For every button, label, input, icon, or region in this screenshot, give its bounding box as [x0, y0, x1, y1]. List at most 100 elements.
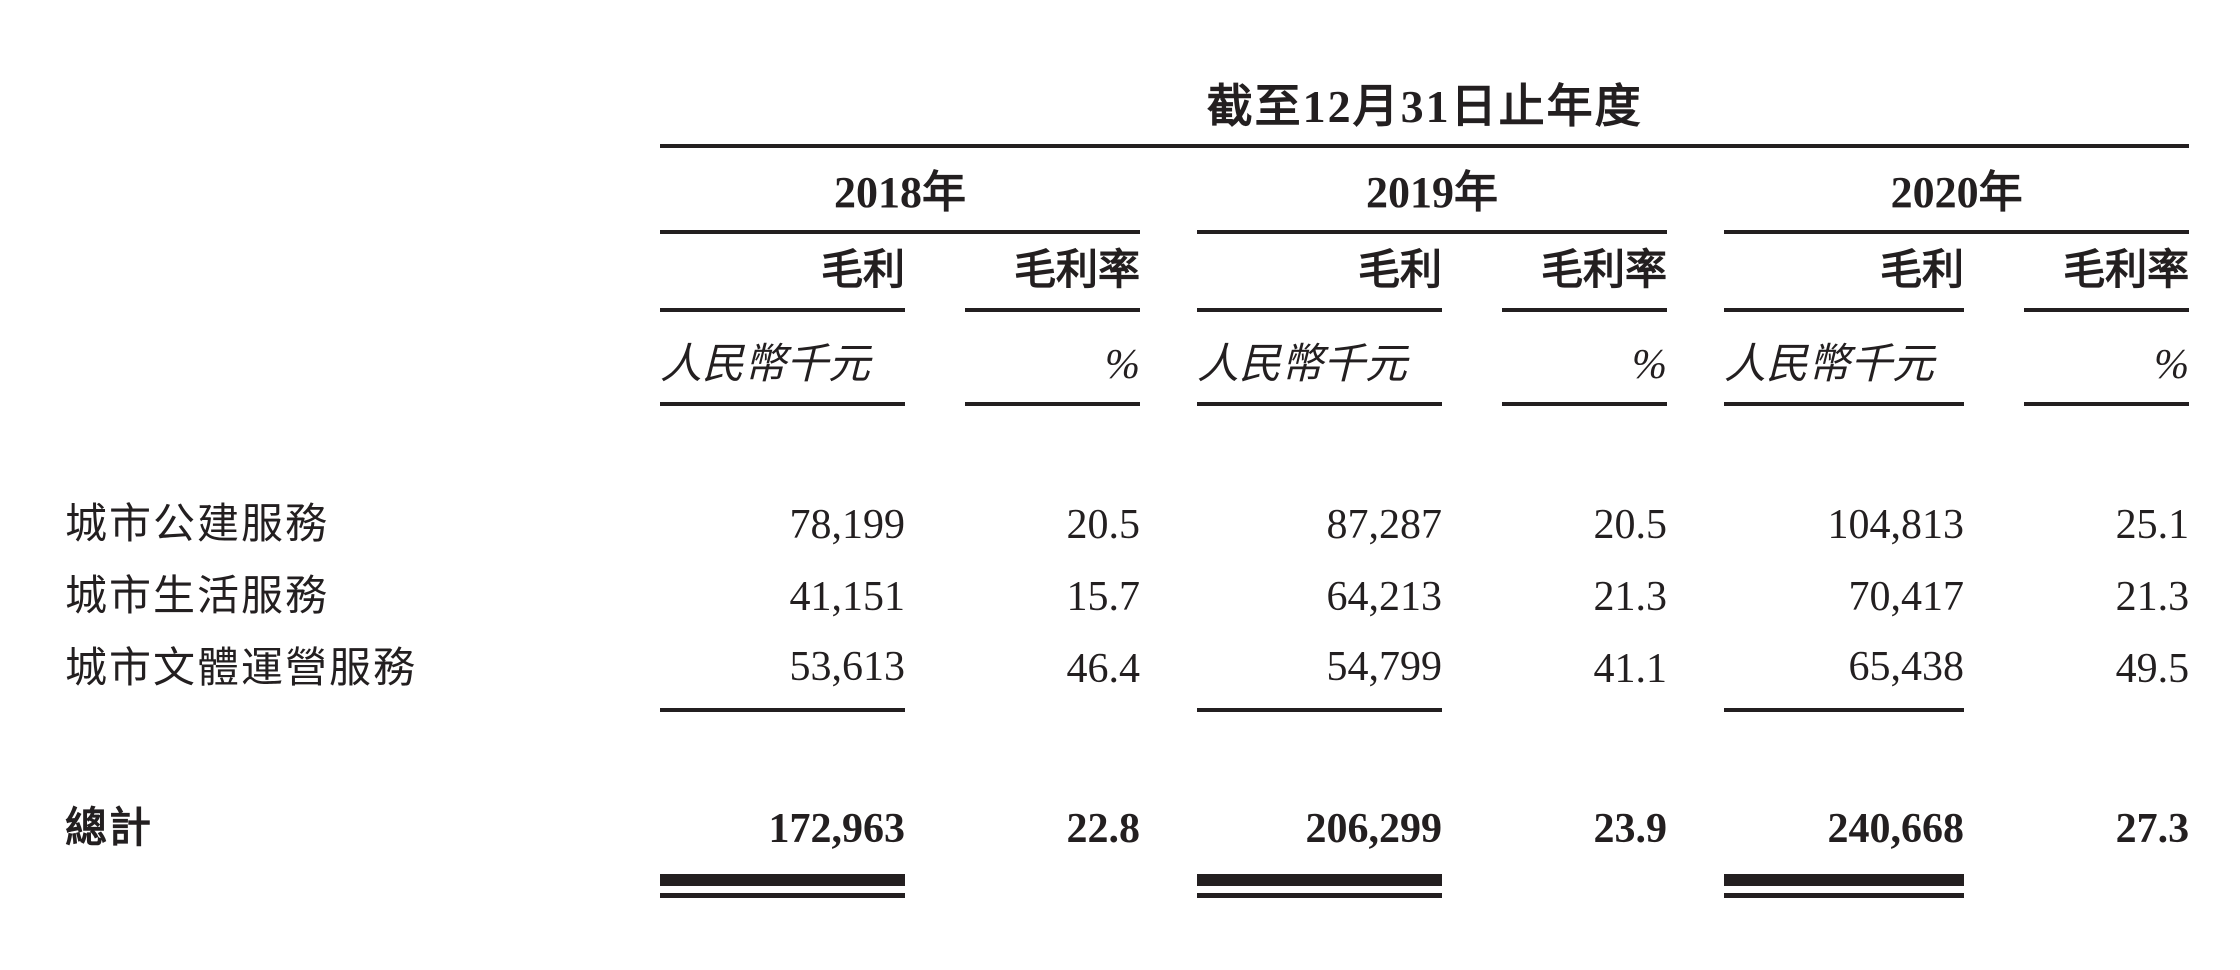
gross-margin-header-2020: 毛利率: [2024, 232, 2190, 312]
cell-gpm-2018: 46.4: [1066, 646, 1141, 692]
spacer: [65, 404, 2189, 476]
spacer-row: [65, 404, 2189, 476]
column-gap: [1667, 804, 1724, 852]
column-gap: [1442, 620, 1502, 710]
row-label: 城市生活服務: [65, 574, 330, 620]
column-gap: [1442, 310, 1502, 404]
column-gap: [905, 310, 965, 404]
column-gap: [1667, 232, 1724, 310]
column-gap: [1964, 232, 2024, 310]
column-gap: [1964, 548, 2024, 620]
cell-gpm-2018: 15.7: [1066, 574, 1141, 620]
empty-cell: [65, 146, 660, 232]
column-gap: [1140, 548, 1197, 620]
table-row-urban-culture-sports: 城市文體運營服務 53,613 46.4 54,799 41.1 65,438 …: [65, 620, 2189, 712]
column-gap: [1442, 852, 1502, 898]
column-gap: [1442, 548, 1502, 620]
empty-cell: [965, 852, 1140, 898]
column-gap: [1442, 476, 1502, 548]
period-title: 截至12月31日止年度: [660, 14, 2190, 148]
column-gap: [1964, 476, 2024, 548]
cell-gp-2020: 104,813: [1827, 502, 1965, 548]
year-header-2019: 2019年: [1197, 146, 1667, 234]
column-gap: [1667, 620, 1724, 710]
column-gap: [1140, 852, 1197, 898]
column-gap: [1964, 310, 2024, 404]
cell-gp-2020: 70,417: [1848, 574, 1965, 620]
column-gap: [1140, 146, 1197, 232]
cell-gp-2019: 87,287: [1326, 502, 1443, 548]
empty-cell: [65, 232, 660, 310]
unit-rmb-2019: 人民幣千元: [1197, 310, 1442, 406]
empty-cell: [65, 310, 660, 404]
total-gp-2018: 172,963: [768, 806, 906, 852]
table-row-urban-living-services: 城市生活服務 41,151 15.7 64,213 21.3 70,417 21…: [65, 548, 2189, 620]
total-gpm-2020: 27.3: [2115, 806, 2190, 852]
cell-gpm-2020: 21.3: [2115, 574, 2190, 620]
column-gap: [1667, 852, 1724, 898]
column-gap: [1667, 476, 1724, 548]
unit-row: 人民幣千元 % 人民幣千元 % 人民幣千元 %: [65, 310, 2190, 406]
total-double-rule-2018: [660, 852, 905, 898]
year-header-2018: 2018年: [660, 146, 1140, 234]
column-gap: [1140, 804, 1197, 852]
total-gpm-2019: 23.9: [1593, 806, 1668, 852]
gross-margin-header-2019: 毛利率: [1502, 232, 1667, 312]
column-gap: [1964, 804, 2024, 852]
column-gap: [905, 852, 965, 898]
unit-rmb-2020: 人民幣千元: [1724, 310, 1964, 406]
row-label: 城市文體運營服務: [65, 646, 418, 692]
cell-gp-2020: 65,438: [1724, 620, 1964, 712]
column-gap: [1442, 804, 1502, 852]
column-gap: [1667, 146, 1724, 232]
table-row-urban-public-construction: 城市公建服務 78,199 20.5 87,287 20.5 104,813 2…: [65, 476, 2189, 548]
cell-gpm-2019: 20.5: [1593, 502, 1668, 548]
column-gap: [905, 548, 965, 620]
spacer-row: [65, 710, 2189, 804]
empty-cell: [2024, 852, 2189, 898]
total-double-rule-2019: [1197, 852, 1442, 898]
gross-profit-header-2019: 毛利: [1197, 232, 1442, 312]
gross-profit-table: 截至12月31日止年度 2018年 2019年 2020年 毛利 毛利率 毛利 …: [65, 14, 2190, 898]
year-header-2020: 2020年: [1724, 146, 2190, 234]
cell-gpm-2019: 21.3: [1593, 574, 1668, 620]
total-label: 總計: [65, 806, 154, 852]
cell-gp-2019: 64,213: [1326, 574, 1443, 620]
empty-cell: [65, 852, 660, 898]
column-gap: [905, 804, 965, 852]
column-gap: [1140, 310, 1197, 404]
total-gp-2019: 206,299: [1305, 806, 1443, 852]
total-double-rule-2020: [1724, 852, 1964, 898]
total-rule-row: [65, 852, 2189, 898]
row-label: 城市公建服務: [65, 502, 330, 548]
period-header-row: 截至12月31日止年度: [65, 14, 2190, 148]
unit-percent-2019: %: [1502, 310, 1667, 406]
column-gap: [1964, 852, 2024, 898]
column-gap: [905, 476, 965, 548]
gross-margin-header-2018: 毛利率: [965, 232, 1140, 312]
empty-cell: [1502, 852, 1667, 898]
total-gpm-2018: 22.8: [1066, 806, 1141, 852]
column-gap: [1140, 476, 1197, 548]
year-header-row: 2018年 2019年 2020年: [65, 146, 2190, 234]
cell-gpm-2018: 20.5: [1066, 502, 1141, 548]
column-gap: [1140, 620, 1197, 710]
column-gap: [1442, 232, 1502, 310]
unit-rmb-2018: 人民幣千元: [660, 310, 905, 406]
column-header-row: 毛利 毛利率 毛利 毛利率 毛利 毛利率: [65, 232, 2190, 312]
unit-percent-2018: %: [965, 310, 1140, 406]
column-gap: [1140, 232, 1197, 310]
cell-gpm-2019: 41.1: [1593, 646, 1668, 692]
column-gap: [905, 232, 965, 310]
column-gap: [1667, 310, 1724, 404]
table-row-total: 總計 172,963 22.8 206,299 23.9 240,668 27.…: [65, 804, 2189, 852]
unit-percent-2020: %: [2024, 310, 2190, 406]
cell-gp-2019: 54,799: [1197, 620, 1442, 712]
empty-cell: [65, 14, 660, 146]
gross-profit-header-2020: 毛利: [1724, 232, 1964, 312]
column-gap: [905, 620, 965, 710]
cell-gp-2018: 78,199: [789, 502, 906, 548]
column-gap: [1667, 548, 1724, 620]
cell-gp-2018: 41,151: [789, 574, 906, 620]
